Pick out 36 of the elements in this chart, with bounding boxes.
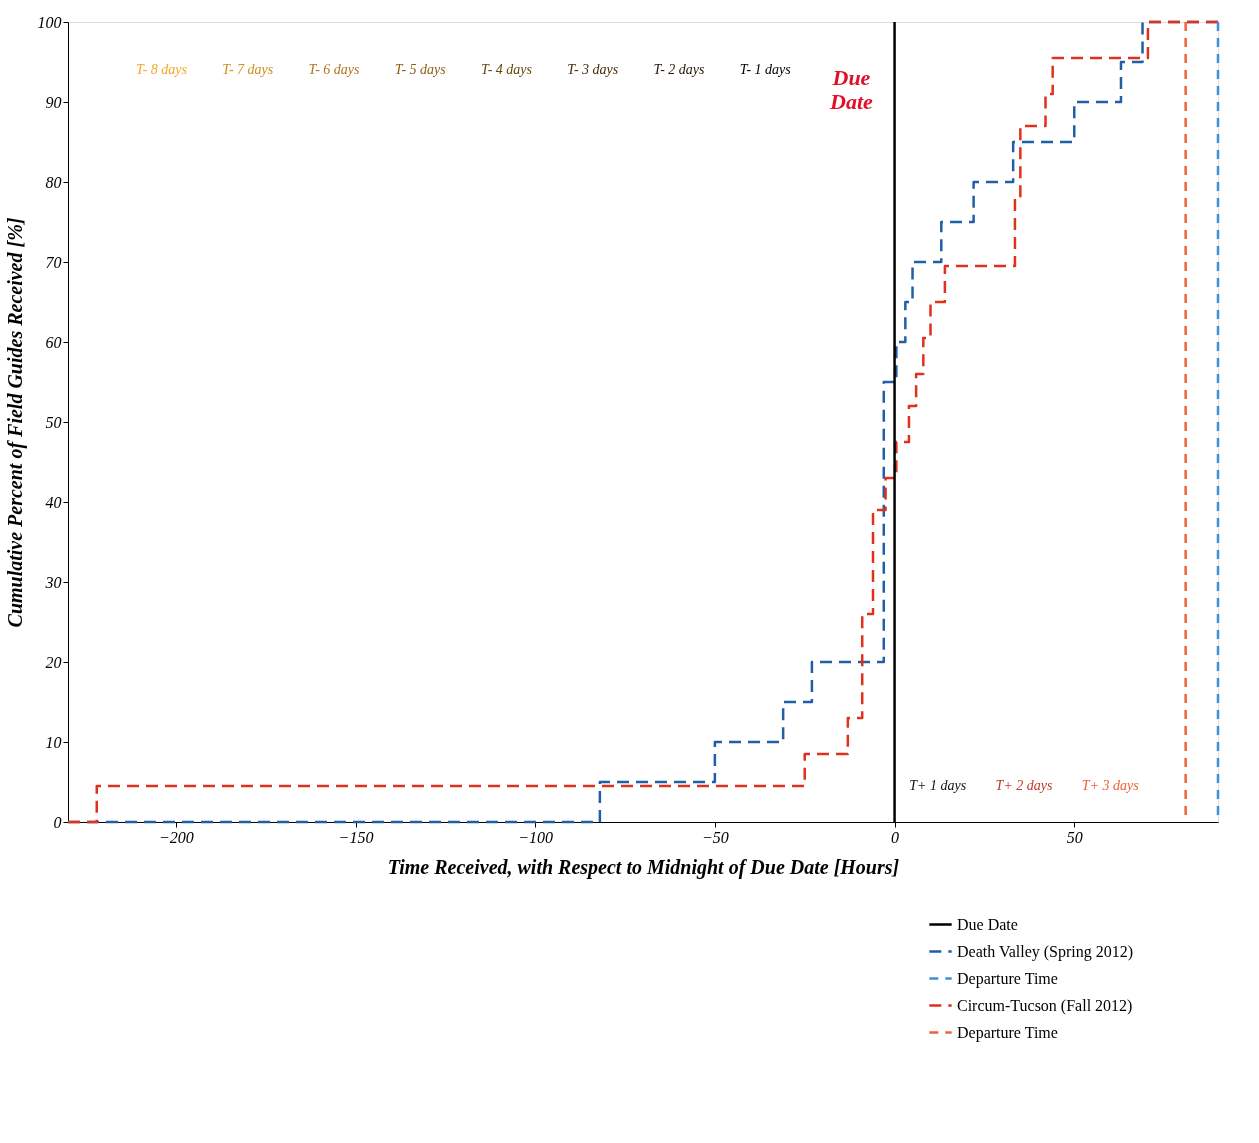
x-axis-title: Time Received, with Respect to Midnight of Due Date [Hours] <box>387 855 900 879</box>
annotation: T+ 2 days <box>995 778 1053 793</box>
annotation: T- 3 days <box>567 62 619 77</box>
y-tick-label: 50 <box>45 413 62 431</box>
annotation: T- 6 days <box>308 62 361 77</box>
y-tick-label: 40 <box>45 493 62 511</box>
y-tick-label: 70 <box>45 253 62 271</box>
annotation: T+ 1 days <box>909 778 967 793</box>
y-tick-label: 10 <box>45 733 62 751</box>
legend-label: Death Valley (Spring 2012) <box>957 942 1134 961</box>
y-tick-label: 20 <box>45 653 62 671</box>
y-axis-title: Cumulative Percent of Field Guides Received [%] <box>3 217 27 628</box>
annotation: T- 7 days <box>222 62 274 77</box>
annotation: T+ 3 days <box>1081 778 1140 793</box>
annotation: T- 8 days <box>135 62 188 77</box>
y-tick-label: 100 <box>37 13 62 31</box>
y-tick-label: 0 <box>53 813 62 831</box>
annotation: T- 2 days <box>653 62 706 77</box>
legend-label: Departure Time <box>957 1023 1058 1042</box>
y-tick-label: 80 <box>45 173 62 191</box>
x-tick-label: −50 <box>701 828 729 846</box>
y-tick-label: 60 <box>45 333 62 351</box>
x-tick-label: 0 <box>891 828 900 846</box>
annotation: T- 1 days <box>739 62 792 77</box>
legend-label: Due Date <box>957 915 1018 933</box>
annotation: Due Date <box>829 65 874 114</box>
legend-label: Departure Time <box>957 969 1058 988</box>
x-tick-label: −100 <box>518 828 554 846</box>
x-tick-label: −150 <box>338 828 374 846</box>
annotation: T- 4 days <box>480 62 533 77</box>
y-tick-label: 90 <box>45 93 62 111</box>
y-tick-label: 30 <box>44 573 62 591</box>
annotation: T- 5 days <box>394 62 447 77</box>
x-tick-label: 50 <box>1066 828 1083 846</box>
legend-label: Circum-Tucson (Fall 2012) <box>957 996 1133 1015</box>
x-tick-label: −200 <box>158 828 194 846</box>
